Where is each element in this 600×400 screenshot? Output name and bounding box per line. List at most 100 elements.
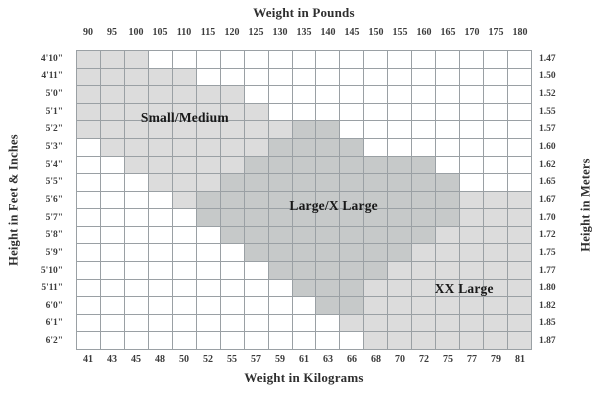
grid-cell (100, 86, 125, 104)
grid-cell (412, 138, 437, 157)
grid-cell (220, 156, 245, 175)
grid-cell (100, 209, 125, 227)
size-grid: Small/Medium Large/X Large XX Large (76, 50, 532, 350)
grid-cell (292, 138, 317, 157)
grid-cell (460, 297, 485, 315)
grid-cell (292, 191, 317, 210)
pound-tick-label: 175 (488, 27, 504, 38)
kilogram-tick-label: 59 (275, 354, 285, 365)
kilogram-tick-label: 57 (251, 354, 261, 365)
grid-cell (436, 86, 461, 104)
grid-cell (484, 103, 509, 122)
grid-cell (196, 226, 221, 245)
grid-cell (292, 297, 317, 315)
grid-cell (244, 226, 269, 245)
grid-cell (124, 332, 149, 350)
kilogram-tick-label: 66 (347, 354, 357, 365)
grid-cell (508, 262, 532, 280)
grid-cell (196, 314, 221, 333)
grid-cell (220, 86, 245, 104)
grid-cell (412, 121, 437, 139)
grid-cell (77, 103, 101, 122)
grid-cell (316, 314, 341, 333)
grid-cell (484, 244, 509, 263)
grid-cell (220, 174, 245, 192)
grid-cell (268, 191, 293, 210)
grid-cell (148, 262, 173, 280)
grid-cell (412, 226, 437, 245)
kilogram-tick-label: 77 (467, 354, 477, 365)
grid-cell (124, 86, 149, 104)
height-m-tick-label: 1.70 (539, 212, 556, 223)
grid-cell (316, 262, 341, 280)
height-ft-tick-label: 6'2" (45, 336, 63, 347)
grid-cell (364, 51, 389, 69)
grid-cell (124, 191, 149, 210)
pound-tick-label: 90 (83, 27, 93, 38)
region-label-small-medium: Small/Medium (140, 109, 229, 125)
grid-cell (172, 174, 197, 192)
grid-cell (77, 332, 101, 350)
grid-cell (292, 68, 317, 87)
pound-tick-label: 110 (176, 27, 192, 38)
grid-cell (508, 279, 532, 298)
grid-cell (268, 209, 293, 227)
pound-tick-label: 115 (200, 27, 216, 38)
grid-cell (388, 262, 413, 280)
grid-cell (484, 209, 509, 227)
grid-cell (196, 262, 221, 280)
grid-cell (436, 244, 461, 263)
grid-cell (220, 209, 245, 227)
grid-cell (412, 51, 437, 69)
grid-cell (244, 51, 269, 69)
grid-cell (436, 332, 461, 350)
grid-cell (292, 86, 317, 104)
grid-cell (508, 297, 532, 315)
grid-cell (364, 244, 389, 263)
grid-cell (77, 174, 101, 192)
grid-cell (220, 244, 245, 263)
height-ft-tick-label: 5'8" (45, 230, 63, 241)
grid-cell (124, 209, 149, 227)
grid-cell (388, 244, 413, 263)
grid-cell (484, 226, 509, 245)
grid-cell (436, 209, 461, 227)
grid-cell (460, 103, 485, 122)
grid-cell (268, 138, 293, 157)
grid-cell (100, 226, 125, 245)
grid-cell (292, 244, 317, 263)
grid-cell (220, 68, 245, 87)
bottom-axis-ticks: 41 43 45 48 50 52 55 57 59 61 63 66 68 70 72 75 77 79 81 (76, 354, 532, 365)
grid-cell (77, 51, 101, 69)
grid-cell (220, 262, 245, 280)
grid-cell (100, 138, 125, 157)
pound-tick-label: 165 (440, 27, 456, 38)
grid-cell (100, 121, 125, 139)
grid-cell (508, 156, 532, 175)
grid-cell (460, 244, 485, 263)
grid-cell (220, 121, 245, 139)
grid-cell (148, 156, 173, 175)
grid-cell (196, 209, 221, 227)
grid-cell (148, 279, 173, 298)
pound-tick-label: 105 (152, 27, 168, 38)
kilogram-tick-label: 55 (227, 354, 237, 365)
grid-cell (412, 332, 437, 350)
grid-cell (196, 103, 221, 122)
grid-cell (508, 68, 532, 87)
kilogram-tick-label: 68 (371, 354, 381, 365)
grid-cell (268, 314, 293, 333)
grid-cell (196, 51, 221, 69)
grid-cell (340, 156, 365, 175)
grid-cell (172, 314, 197, 333)
grid-cell (508, 209, 532, 227)
grid-cell (124, 103, 149, 122)
grid-cell (244, 174, 269, 192)
grid-cell (292, 174, 317, 192)
height-ft-tick-label: 4'11" (41, 71, 63, 82)
grid-cell (484, 68, 509, 87)
grid-cell (484, 332, 509, 350)
grid-cell (460, 174, 485, 192)
grid-cell (196, 121, 221, 139)
region-label-xx-large: XX Large (434, 281, 494, 297)
